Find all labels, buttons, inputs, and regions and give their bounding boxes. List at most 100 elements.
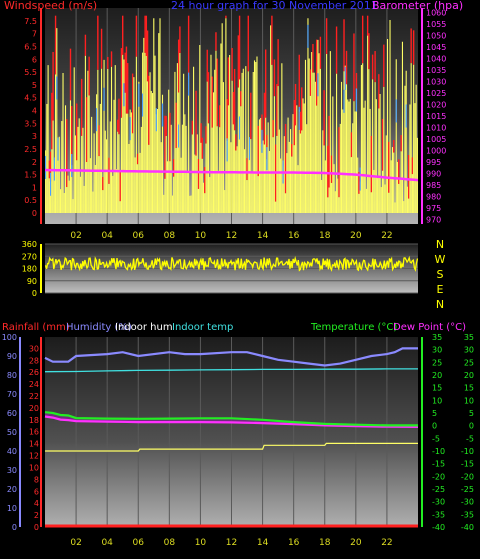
barometer-tick-label: 970 — [426, 215, 441, 224]
legend-label: Temperature (°C) — [310, 322, 397, 333]
temp-x-tick-label: 14 — [257, 538, 269, 548]
temperature-line — [44, 411, 418, 427]
compass-label: N — [436, 298, 444, 311]
windspeed-tick-label: 3 — [32, 132, 37, 141]
temperature-tick-label: -5 — [432, 434, 440, 443]
legend-label: Dew Point (°C) — [393, 322, 466, 333]
compass-label: E — [437, 283, 444, 296]
windspeed-tick-label: 6 — [32, 55, 37, 64]
direction-tick-label: 180 — [22, 265, 37, 274]
windspeed-tick-label: 7 — [32, 30, 37, 39]
humidity-tick-label: 100 — [2, 333, 17, 342]
wind-x-tick-label: 18 — [319, 231, 331, 241]
barometer-tick-label: 1045 — [426, 43, 446, 52]
dewpoint-tick-label: -40 — [461, 523, 474, 532]
legend-label: Humidity (%) — [66, 322, 132, 333]
dewpoint-tick-label: 25 — [464, 358, 474, 367]
humidity-tick-label: 30 — [7, 466, 17, 475]
rainfall-tick-label: 4 — [34, 499, 39, 508]
indoor-temp-line — [44, 368, 418, 373]
barometer-tick-label: 1060 — [426, 9, 446, 18]
temp-x-tick-label: 20 — [350, 538, 362, 548]
barometer-tick-label: 1015 — [426, 112, 446, 121]
dewpoint-tick-label: -15 — [461, 460, 474, 469]
windspeed-tick-label: 0 — [32, 209, 37, 218]
legend-label: Indoor temp — [172, 322, 233, 333]
humidity-tick-label: 60 — [7, 409, 17, 418]
windspeed-tick-label: 2.5 — [24, 145, 37, 154]
temperature-humidity-panel: 02 04 06 08 10 12 14 16 18 20 22010203040506070809… — [2, 322, 474, 548]
barometer-axis-label: Barometer (hpa) — [372, 0, 463, 12]
humidity-tick-label: 10 — [7, 504, 17, 513]
humidity-line — [44, 347, 418, 367]
wind-x-tick-label: 10 — [195, 231, 207, 241]
temperature-tick-label: -20 — [432, 472, 445, 481]
dewpoint-tick-label: 35 — [464, 333, 474, 342]
temperature-tick-label: 5 — [432, 409, 437, 418]
rainfall-tick-label: 12 — [29, 452, 39, 461]
wind-x-tick-label: 16 — [288, 231, 300, 241]
windspeed-tick-label: 5 — [32, 81, 37, 90]
windspeed-tick-label: 2 — [32, 158, 37, 167]
temp-x-tick-label: 08 — [164, 538, 176, 548]
windspeed-axis-label: Windspeed (m/s) — [4, 0, 97, 12]
humidity-tick-label: 70 — [7, 390, 17, 399]
barometer-tick-label: 1055 — [426, 20, 446, 29]
humidity-tick-label: 20 — [7, 485, 17, 494]
humidity-tick-label: 90 — [7, 352, 17, 361]
rainfall-tick-label: 28 — [29, 356, 39, 365]
dewpoint-tick-label: 15 — [464, 384, 474, 393]
temperature-tick-label: -30 — [432, 498, 445, 507]
windspeed-tick-label: 3.5 — [24, 119, 37, 128]
rainfall-tick-label: 2 — [34, 511, 39, 520]
wind-x-tick-label: 08 — [164, 231, 176, 241]
dewpoint-line — [44, 415, 419, 428]
direction-tick-label: 0 — [32, 289, 37, 298]
barometer-tick-label: 1010 — [426, 123, 446, 132]
temp-x-tick-label: 02 — [70, 538, 81, 548]
barometer-tick-label: 1020 — [426, 101, 446, 110]
compass-label: N — [436, 238, 444, 251]
temperature-tick-label: -35 — [432, 510, 445, 519]
barometer-tick-label: 990 — [426, 169, 441, 178]
temperature-tick-label: -10 — [432, 447, 445, 456]
rainfall-tick-label: 6 — [34, 487, 39, 496]
direction-tick-label: 90 — [27, 277, 37, 286]
temperature-tick-label: -40 — [432, 523, 445, 532]
barometer-tick-label: 1035 — [426, 66, 446, 75]
wind-x-tick-label: 14 — [257, 231, 269, 241]
windspeed-tick-label: 4.5 — [24, 94, 37, 103]
barometer-tick-label: 1005 — [426, 135, 446, 144]
wind-x-tick-label: 22 — [381, 231, 392, 241]
temperature-tick-label: -25 — [432, 485, 445, 494]
wind-x-tick-label: 06 — [133, 231, 145, 241]
barometer-tick-label: 1030 — [426, 78, 446, 87]
rainfall-tick-label: 10 — [29, 463, 39, 472]
indoor-humidity-line — [45, 442, 418, 452]
wind-barometer-panel: 02 04 06 08 10 12 14 16 18 20 22 0 0.5 1 1.5 2 2.5 3 3.5 4 4… — [4, 0, 463, 241]
direction-tick-label: 360 — [22, 240, 37, 249]
rainfall-tick-label: 8 — [34, 475, 39, 484]
temperature-tick-label: 15 — [432, 384, 442, 393]
windspeed-tick-label: 5.5 — [24, 68, 37, 77]
dewpoint-tick-label: -30 — [461, 498, 474, 507]
chart-title: 24 hour graph for 30 November 2011 — [171, 0, 378, 12]
dewpoint-tick-label: 0 — [469, 422, 474, 431]
windspeed-tick-label: 1 — [32, 183, 37, 192]
temperature-tick-label: 0 — [432, 422, 437, 431]
rainfall-tick-label: 26 — [29, 368, 39, 377]
temperature-tick-label: 30 — [432, 346, 442, 355]
rainfall-tick-label: 22 — [29, 392, 39, 401]
windspeed-tick-label: 0.5 — [24, 196, 37, 205]
barometer-tick-label: 975 — [426, 204, 441, 213]
rainfall-tick-label: 24 — [29, 380, 39, 389]
temp-x-tick-label: 10 — [195, 538, 207, 548]
compass-label: S — [437, 268, 444, 281]
barometer-tick-label: 980 — [426, 192, 441, 201]
barometer-tick-label: 1040 — [426, 55, 446, 64]
windspeed-tick-label: 7.5 — [24, 17, 37, 26]
wind-direction-trace — [44, 255, 419, 272]
